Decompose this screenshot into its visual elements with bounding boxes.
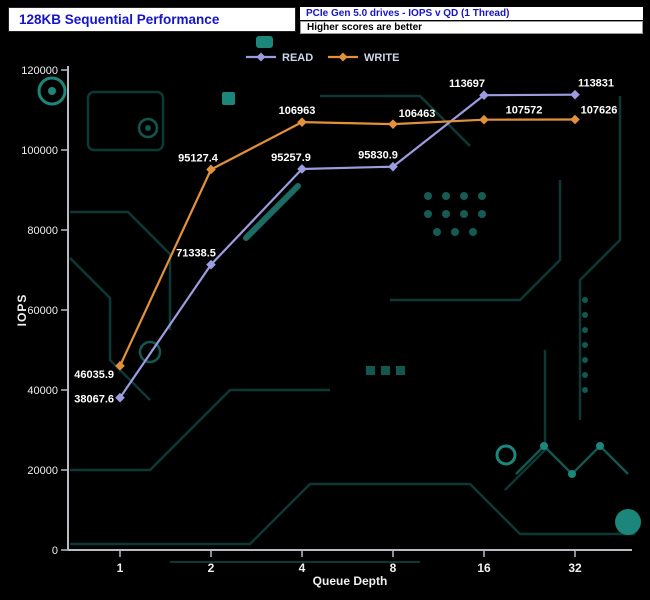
y-axis-title: IOPS (15, 294, 29, 327)
chart-note: Higher scores are better (307, 22, 423, 33)
write-point-label: 95127.4 (178, 152, 219, 164)
legend-label: READ (282, 52, 313, 64)
write-marker (570, 114, 580, 125)
chart-title-box: 128KB Sequential Performance (8, 7, 296, 32)
legend-marker (256, 52, 266, 62)
read-point-label: 113831 (578, 78, 614, 90)
chart-note-box: Higher scores are better (300, 21, 643, 34)
legend-item-write: WRITE (328, 52, 399, 64)
chart-legend: READ WRITE (246, 52, 399, 64)
circuit-decoration (37, 36, 641, 563)
x-axis-title: Queue Depth (313, 574, 388, 588)
write-point-label: 107626 (581, 104, 618, 116)
read-marker (388, 161, 398, 172)
legend-marker (338, 52, 348, 62)
write-point-label: 107572 (506, 105, 543, 117)
x-tick-label: 16 (477, 561, 491, 575)
y-tick-label: 100000 (21, 145, 58, 157)
write-line (119, 118, 576, 367)
legend-label: WRITE (364, 52, 399, 64)
y-tick-label: 60000 (27, 305, 58, 317)
read-point-label: 113697 (449, 78, 485, 90)
write-marker (206, 164, 216, 175)
write-marker (479, 114, 489, 125)
chart-subtitle: PCIe Gen 5.0 drives - IOPS v QD (1 Threa… (306, 8, 510, 19)
read-point-label: 95830.9 (358, 150, 398, 162)
legend-item-read: READ (246, 52, 313, 64)
write-point-label: 106963 (279, 105, 316, 117)
write-marker (388, 119, 398, 129)
read-marker (115, 392, 125, 403)
series-write: 46035.9 95127.4 106963 106463 107572 107626 (74, 104, 617, 380)
chart-subtitle-box: PCIe Gen 5.0 drives - IOPS v QD (1 Threa… (300, 7, 643, 20)
x-tick-label: 32 (568, 561, 582, 575)
chart-title: 128KB Sequential Performance (19, 12, 220, 27)
read-line (119, 93, 576, 399)
read-point-label: 95257.9 (271, 152, 311, 164)
x-tick-label: 8 (390, 561, 397, 575)
y-tick-label: 80000 (27, 225, 58, 237)
read-point-label: 71338.5 (176, 248, 216, 260)
write-point-label: 106463 (399, 108, 436, 120)
read-point-label: 38067.6 (74, 394, 114, 406)
x-tick-label: 4 (299, 561, 306, 575)
y-tick-label: 0 (52, 545, 58, 557)
y-tick-label: 20000 (27, 465, 58, 477)
write-marker (297, 117, 307, 127)
read-marker (570, 89, 580, 100)
series-read: 38067.6 71338.5 95257.9 95830.9 113697 113831 (74, 78, 614, 406)
write-point-label: 46035.9 (74, 369, 114, 381)
y-tick-label: 120000 (21, 65, 58, 77)
read-marker (206, 259, 216, 270)
x-tick-label: 2 (208, 561, 215, 575)
plot-area: 0 20000 40000 60000 80000 100000 120000 1 2 4 8 16 3… (15, 52, 632, 588)
write-marker (115, 361, 125, 371)
x-tick-label: 1 (117, 561, 124, 575)
y-tick-label: 40000 (27, 385, 58, 397)
